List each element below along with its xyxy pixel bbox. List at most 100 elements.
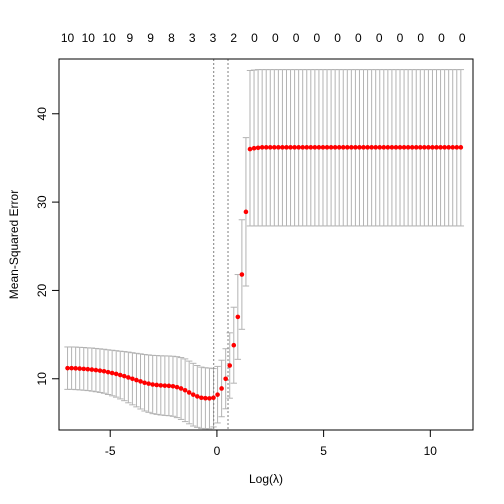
- data-point: [154, 382, 160, 388]
- data-point: [194, 394, 200, 399]
- data-point: [405, 145, 411, 150]
- data-point: [223, 376, 228, 382]
- data-point: [369, 145, 374, 150]
- data-point: [280, 145, 285, 150]
- top-axis-label: 9: [147, 31, 154, 45]
- data-point: [117, 372, 123, 378]
- data-point: [385, 145, 391, 150]
- data-point: [109, 370, 115, 376]
- data-point: [426, 145, 431, 150]
- data-point: [442, 145, 447, 150]
- data-point: [446, 145, 451, 150]
- data-point: [170, 383, 176, 389]
- data-point: [272, 145, 277, 150]
- top-axis-label: 10: [82, 31, 96, 45]
- data-point: [401, 145, 407, 150]
- data-point: [146, 381, 151, 386]
- data-point: [93, 367, 99, 373]
- data-point: [150, 382, 155, 387]
- points-group: [65, 145, 464, 401]
- data-point: [203, 395, 208, 401]
- data-point: [97, 368, 103, 373]
- data-point: [101, 368, 107, 374]
- data-point: [345, 145, 350, 150]
- top-axis-label: 8: [168, 31, 175, 45]
- x-tick-label: -5: [105, 444, 116, 458]
- data-point: [166, 383, 172, 389]
- data-point: [409, 145, 415, 150]
- data-point: [190, 392, 196, 397]
- data-point: [174, 384, 180, 390]
- data-point: [393, 145, 399, 150]
- data-point: [361, 145, 366, 150]
- data-point: [243, 209, 249, 215]
- data-point: [65, 365, 70, 371]
- data-point: [227, 363, 233, 368]
- top-axis-label: 0: [334, 31, 341, 45]
- top-axis-label: 3: [210, 31, 217, 45]
- data-point: [255, 145, 261, 151]
- data-point: [377, 145, 383, 150]
- x-tick-label: 10: [424, 444, 438, 458]
- data-point: [430, 145, 435, 150]
- x-axis-label: Log(λ): [249, 472, 283, 486]
- data-point: [126, 375, 131, 380]
- data-point: [259, 145, 265, 150]
- y-tick-label: 40: [35, 107, 49, 121]
- top-axis-label: 0: [376, 31, 383, 45]
- top-axis-label: 0: [251, 31, 258, 45]
- data-point: [231, 342, 237, 348]
- x-axis: -5 0 5 10: [105, 429, 438, 458]
- data-point: [207, 396, 212, 401]
- top-axis-label: 3: [189, 31, 196, 45]
- data-point: [247, 146, 253, 152]
- data-point: [357, 145, 362, 150]
- top-axis-label: 0: [293, 31, 300, 45]
- data-point: [182, 387, 188, 393]
- data-point: [284, 145, 289, 150]
- data-point: [162, 383, 168, 388]
- top-axis-label: 2: [230, 31, 237, 45]
- data-point: [454, 145, 460, 150]
- data-point: [373, 145, 378, 150]
- top-axis-label: 0: [417, 31, 424, 45]
- data-point: [308, 145, 314, 150]
- data-point: [292, 145, 297, 150]
- data-point: [288, 145, 293, 150]
- data-point: [276, 145, 281, 150]
- data-point: [417, 145, 423, 150]
- data-point: [239, 272, 245, 277]
- top-axis-label: 10: [61, 31, 75, 45]
- data-point: [450, 145, 456, 150]
- data-point: [296, 145, 301, 150]
- data-point: [324, 145, 330, 150]
- data-point: [69, 365, 74, 371]
- reference-lines-group: [213, 59, 229, 430]
- data-point: [381, 145, 387, 150]
- top-axis-label: 9: [127, 31, 134, 45]
- y-tick-label: 20: [35, 283, 49, 297]
- data-point: [422, 145, 427, 150]
- data-point: [211, 395, 216, 401]
- data-point: [186, 390, 192, 395]
- top-axis-label: 10: [102, 31, 116, 45]
- data-point: [77, 366, 82, 371]
- data-point: [263, 145, 269, 150]
- data-point: [413, 145, 419, 150]
- top-axis-label: 0: [272, 31, 279, 45]
- data-point: [353, 145, 358, 150]
- data-point: [178, 386, 184, 391]
- data-point: [85, 366, 91, 372]
- data-point: [434, 145, 439, 150]
- data-point: [312, 145, 318, 150]
- data-point: [320, 145, 326, 150]
- data-point: [73, 366, 78, 371]
- x-tick-label: 5: [320, 444, 327, 458]
- data-point: [89, 367, 95, 372]
- data-point: [113, 371, 119, 377]
- y-tick-label: 10: [35, 372, 49, 386]
- x-tick-label: 0: [214, 444, 221, 458]
- data-point: [251, 145, 257, 151]
